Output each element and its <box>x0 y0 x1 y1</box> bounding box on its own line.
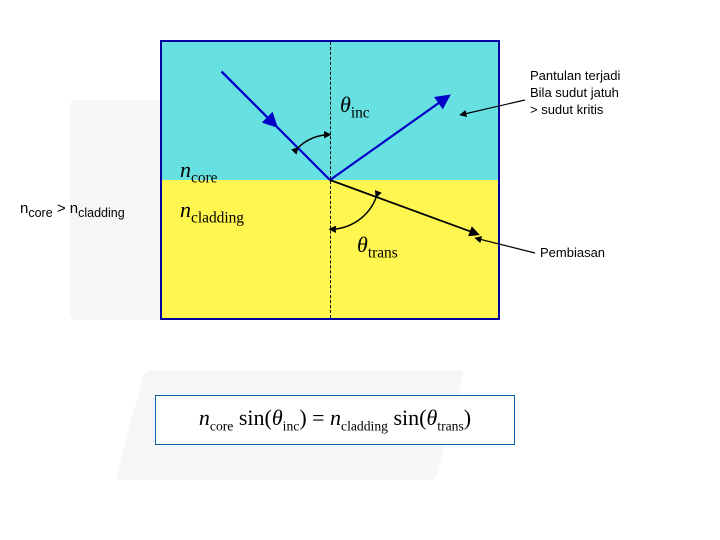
index-inequality: ncore > ncladding <box>20 200 125 220</box>
theta-trans-label: θtrans <box>357 232 398 262</box>
refraction-diagram: ncore ncladding θinc θtrans <box>160 40 500 320</box>
snell-formula: ncore sin(θinc) = ncladding sin(θtrans) <box>199 405 471 434</box>
refraction-callout: Pembiasan <box>540 245 605 262</box>
n-cladding-label: ncladding <box>180 197 244 227</box>
n-core-label: ncore <box>180 157 217 187</box>
normal-dashed-line <box>330 42 331 318</box>
reflection-callout: Pantulan terjadiBila sudut jatuh> sudut … <box>530 68 620 119</box>
snell-formula-box: ncore sin(θinc) = ncladding sin(θtrans) <box>155 395 515 445</box>
theta-inc-label: θinc <box>340 92 370 122</box>
